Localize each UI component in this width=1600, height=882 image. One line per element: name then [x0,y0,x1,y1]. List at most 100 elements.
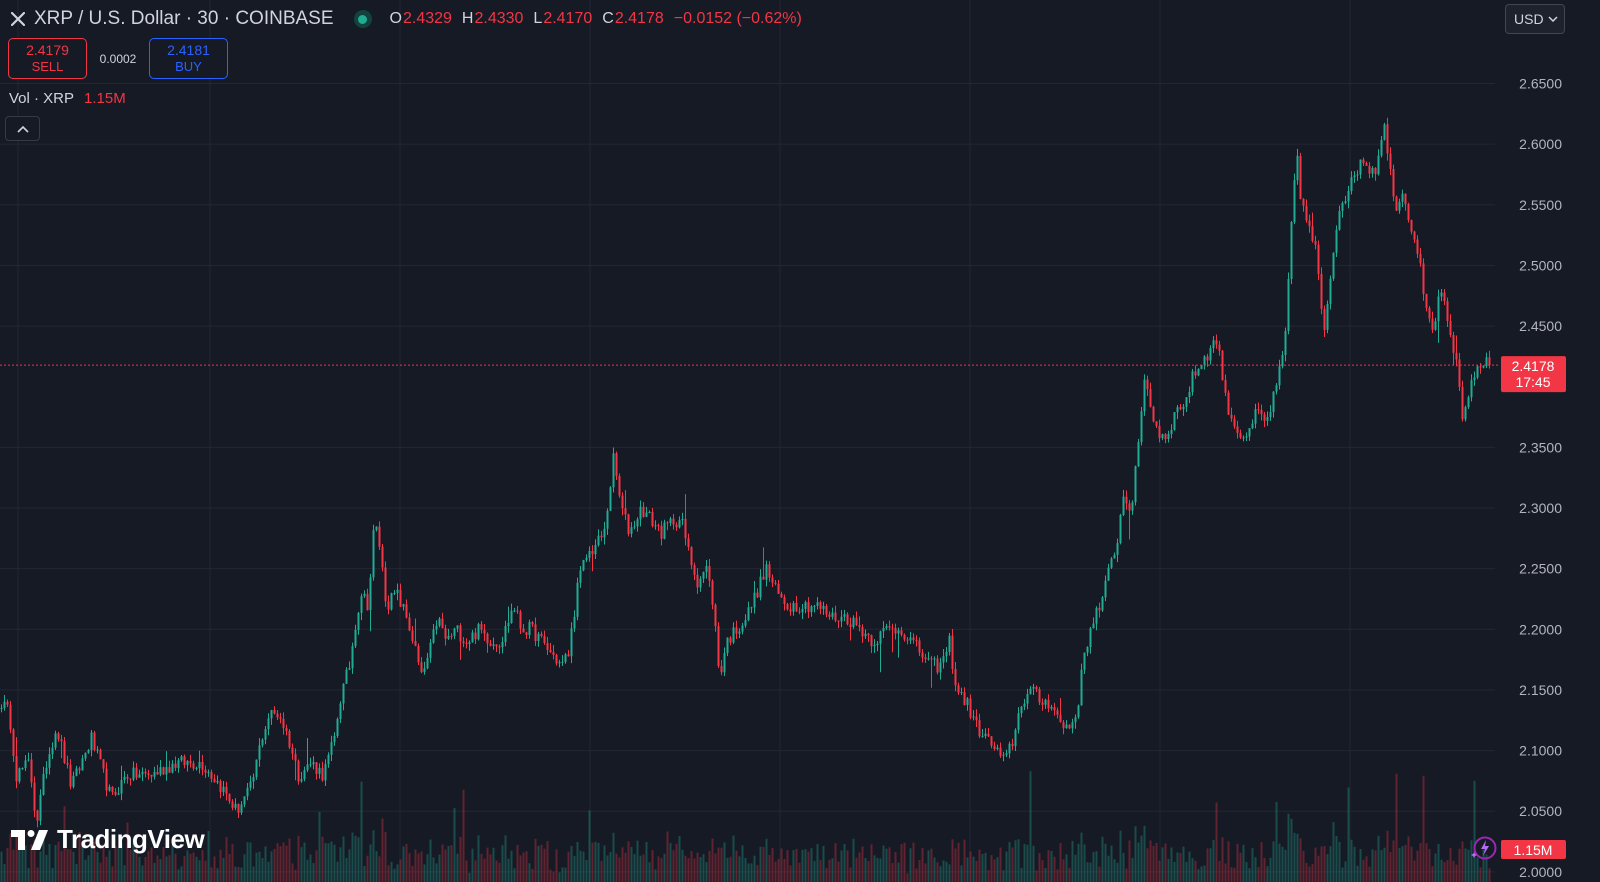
candle-body [1242,437,1245,439]
volume-bar [1434,853,1437,882]
volume-bar [615,853,618,882]
buy-button[interactable]: 2.4181 BUY [149,38,228,79]
candle-body [987,733,990,737]
candle-body [180,756,183,761]
candle-body [765,564,768,580]
candle-body [717,626,720,667]
volume-bar [1350,839,1353,882]
volume-bar [780,848,783,882]
volume-bar [1482,849,1485,882]
candle-body [1446,301,1449,322]
candle-body [1368,165,1371,174]
symbol-title[interactable]: XRP / U.S. Dollar · 30 · COINBASE [34,8,334,29]
volume-bar [957,842,960,882]
volume-bar [834,843,837,882]
volume-bar [81,843,84,882]
candle-body [39,794,42,821]
candle-body [1050,707,1053,709]
volume-bar [207,831,210,882]
volume-bar [1215,802,1218,882]
candle-body [906,639,909,641]
volume-bar [1050,850,1053,882]
volume-bar [1431,866,1434,882]
currency-selector[interactable]: USD [1505,4,1565,34]
volume-bar [1323,845,1326,882]
volume-bar [1098,866,1101,882]
tradingview-logo-icon [11,829,48,850]
candle-body [1158,425,1161,439]
volume-bar [252,866,255,882]
candle-body [462,641,465,644]
candle-body [1476,366,1479,378]
volume-bar [786,850,789,882]
tradingview-logo[interactable]: TradingView [11,824,205,855]
candle-body [543,635,546,643]
candle-body [276,713,279,718]
candle-body [477,623,480,640]
volume-bar [510,850,513,882]
candle-body [78,768,81,771]
volume-bar [741,845,744,882]
volume-bar [237,866,240,882]
volume-bar [813,861,816,882]
volume-bar [258,851,261,882]
candle-body [1317,244,1320,274]
volume-bar [873,855,876,882]
sell-button[interactable]: 2.4179 SELL [8,38,87,79]
volume-bar [1422,775,1425,882]
candle-body [1293,180,1296,223]
volume-bar [99,862,102,882]
volume-bar [369,844,372,882]
candle-body [1485,357,1488,366]
volume-bar [1329,846,1332,882]
volume-bar [540,844,543,882]
price-axis-tick: 2.1000 [1519,743,1562,759]
volume-bar [483,858,486,882]
candle-body [921,652,924,658]
bolt-icon[interactable] [1470,834,1498,862]
candle-body [165,767,168,775]
volume-bar [438,854,441,882]
volume-bar [576,842,579,882]
volume-bar [108,850,111,882]
volume-bar [1275,801,1278,882]
candle-body [681,518,684,521]
volume-bar [714,853,717,882]
volume-bar [822,845,825,882]
volume-bar [636,840,639,882]
volume-bar [762,846,765,882]
volume-bar [126,822,129,882]
candle-body [393,592,396,594]
volume-bar [783,858,786,882]
candle-body [1230,414,1233,419]
volume-bar [471,848,474,882]
volume-bar [447,845,450,882]
volume-bar [966,857,969,882]
volume-bar [723,842,726,882]
volume-bar [504,835,507,882]
candle-body [942,656,945,663]
candle-body [840,616,843,622]
volume-bar [1236,843,1239,882]
volume-legend[interactable]: Vol · XRP 1.15M [9,90,126,107]
volume-bar [336,861,339,882]
volume-bar [759,846,762,882]
x-logo-icon[interactable] [8,9,28,29]
candle-body [1203,356,1206,366]
collapse-legend-button[interactable] [5,116,40,141]
candle-body [993,745,996,749]
candle-body [1308,220,1311,227]
volume-bar [1455,864,1458,882]
candle-body [570,628,573,657]
candle-body [483,629,486,634]
volume-bar [765,838,768,882]
volume-bar [678,836,681,882]
volume-bar [1008,842,1011,882]
volume-bar [1137,842,1140,882]
volume-bar [1359,849,1362,882]
candle-body [1134,466,1137,503]
candle-body [1056,710,1059,715]
candle-body [12,729,15,756]
price-axis: 2.6500 2.6000 2.5500 2.5000 2.4500 2.3500 2.30… [1519,76,1562,880]
